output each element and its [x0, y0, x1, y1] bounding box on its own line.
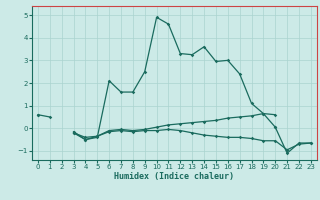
X-axis label: Humidex (Indice chaleur): Humidex (Indice chaleur)	[115, 172, 234, 181]
